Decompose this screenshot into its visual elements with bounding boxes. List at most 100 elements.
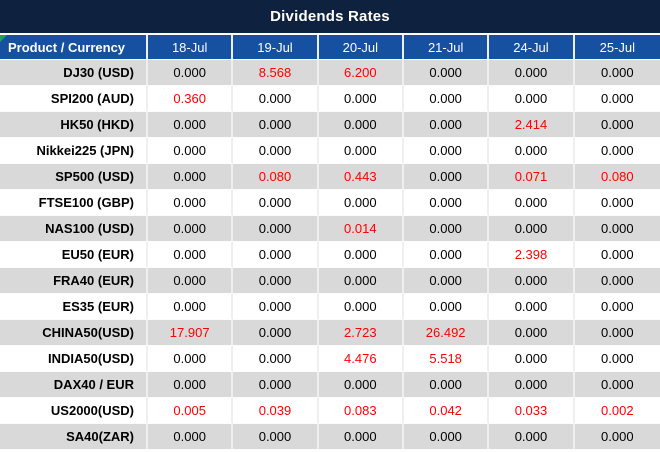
value-cell: 0.000 — [148, 164, 234, 190]
table-row: SP500 (USD) 0.000 0.080 0.443 0.000 0.071 0.08… — [0, 164, 660, 190]
date-column-header: 19-Jul — [233, 35, 319, 60]
value-cell: 0.000 — [233, 372, 319, 398]
value-cell: 0.000 — [148, 372, 234, 398]
value-cell: 0.000 — [574, 268, 660, 294]
table-row: HK50 (HKD) 0.000 0.000 0.000 0.000 2.414 0.000 — [0, 112, 660, 138]
value-cell: 0.000 — [148, 190, 234, 216]
value-cell: 0.000 — [489, 60, 575, 86]
value-cell: 0.071 — [489, 164, 575, 190]
value-cell: 17.907 — [148, 320, 234, 346]
value-cell: 0.014 — [318, 216, 404, 242]
product-cell: INDIA50(USD) — [0, 346, 148, 372]
product-cell: SA40(ZAR) — [0, 424, 148, 450]
table-row: DJ30 (USD) 0.000 8.568 6.200 0.000 0.000 0.000 — [0, 60, 660, 86]
value-cell: 0.000 — [233, 138, 319, 164]
value-cell: 8.568 — [233, 60, 319, 86]
value-cell: 0.000 — [148, 346, 234, 372]
value-cell: 0.000 — [318, 268, 404, 294]
table-row: DAX40 / EUR 0.000 0.000 0.000 0.000 0.000 0.00… — [0, 372, 660, 398]
value-cell: 0.000 — [318, 112, 404, 138]
value-cell: 0.000 — [574, 372, 660, 398]
value-cell: 0.000 — [489, 320, 575, 346]
value-cell: 0.000 — [233, 294, 319, 320]
table-row: ES35 (EUR) 0.000 0.000 0.000 0.000 0.000 0.000 — [0, 294, 660, 320]
table-row: US2000(USD) 0.005 0.039 0.083 0.042 0.033 0.00… — [0, 398, 660, 424]
product-cell: FTSE100 (GBP) — [0, 190, 148, 216]
table-row: SPI200 (AUD) 0.360 0.000 0.000 0.000 0.000 0.0… — [0, 86, 660, 112]
value-cell: 0.000 — [489, 268, 575, 294]
value-cell: 2.723 — [318, 320, 404, 346]
value-cell: 0.000 — [574, 216, 660, 242]
value-cell: 0.000 — [318, 372, 404, 398]
value-cell: 0.039 — [233, 398, 319, 424]
product-cell: SP500 (USD) — [0, 164, 148, 190]
product-cell: SPI200 (AUD) — [0, 86, 148, 112]
value-cell: 0.443 — [318, 164, 404, 190]
value-cell: 0.000 — [403, 86, 490, 112]
table-row: CHINA50(USD) 17.907 0.000 2.723 26.492 0.000 0… — [0, 320, 660, 346]
value-cell: 0.000 — [403, 216, 490, 242]
value-cell: 0.000 — [318, 86, 404, 112]
value-cell: 6.200 — [318, 60, 404, 86]
value-cell: 0.000 — [233, 112, 319, 138]
table-row: INDIA50(USD) 0.000 0.000 4.476 5.518 0.000 0.0… — [0, 346, 660, 372]
value-cell: 0.000 — [318, 424, 404, 450]
value-cell: 0.000 — [489, 86, 575, 112]
date-column-header: 25-Jul — [574, 35, 660, 60]
value-cell: 0.000 — [403, 242, 490, 268]
product-cell: ES35 (EUR) — [0, 294, 148, 320]
dividends-table: Product / Currency 18-Jul 19-Jul 20-Jul 21-… — [0, 35, 660, 450]
value-cell: 0.000 — [148, 60, 234, 86]
title-bar: Dividends Rates — [0, 0, 660, 33]
value-cell: 0.000 — [574, 424, 660, 450]
value-cell: 0.000 — [148, 112, 234, 138]
corner-marker-icon — [0, 35, 7, 42]
page-title: Dividends Rates — [270, 8, 390, 25]
value-cell: 0.000 — [148, 138, 234, 164]
value-cell: 0.000 — [489, 216, 575, 242]
value-cell: 0.000 — [574, 242, 660, 268]
table-row: Nikkei225 (JPN) 0.000 0.000 0.000 0.000 0.000… — [0, 138, 660, 164]
value-cell: 0.002 — [574, 398, 660, 424]
value-cell: 0.000 — [574, 320, 660, 346]
value-cell: 0.000 — [148, 424, 234, 450]
table-row: EU50 (EUR) 0.000 0.000 0.000 0.000 2.398 0.000 — [0, 242, 660, 268]
value-cell: 0.033 — [489, 398, 575, 424]
value-cell: 0.000 — [233, 424, 319, 450]
value-cell: 0.000 — [574, 112, 660, 138]
date-column-header: 21-Jul — [403, 35, 490, 60]
value-cell: 0.000 — [403, 372, 490, 398]
value-cell: 0.000 — [233, 190, 319, 216]
value-cell: 0.000 — [148, 294, 234, 320]
table-body: DJ30 (USD) 0.000 8.568 6.200 0.000 0.000 0.000… — [0, 60, 660, 450]
value-cell: 0.000 — [574, 294, 660, 320]
value-cell: 0.000 — [489, 190, 575, 216]
value-cell: 0.000 — [403, 424, 490, 450]
value-cell: 0.000 — [318, 138, 404, 164]
value-cell: 0.000 — [489, 346, 575, 372]
value-cell: 0.000 — [148, 242, 234, 268]
value-cell: 0.000 — [574, 346, 660, 372]
value-cell: 0.000 — [489, 372, 575, 398]
product-cell: DAX40 / EUR — [0, 372, 148, 398]
product-cell: US2000(USD) — [0, 398, 148, 424]
table-row: SA40(ZAR) 0.000 0.000 0.000 0.000 0.000 0.000 — [0, 424, 660, 450]
value-cell: 0.000 — [233, 86, 319, 112]
value-cell: 0.000 — [403, 294, 490, 320]
value-cell: 0.000 — [403, 268, 490, 294]
value-cell: 0.000 — [233, 242, 319, 268]
value-cell: 0.000 — [574, 86, 660, 112]
value-cell: 0.000 — [318, 242, 404, 268]
value-cell: 0.000 — [574, 138, 660, 164]
product-currency-header-label: Product / Currency — [8, 39, 126, 55]
value-cell: 0.000 — [403, 190, 490, 216]
value-cell: 0.042 — [403, 398, 490, 424]
date-column-header: 18-Jul — [148, 35, 234, 60]
value-cell: 4.476 — [318, 346, 404, 372]
product-cell: CHINA50(USD) — [0, 320, 148, 346]
value-cell: 0.000 — [318, 190, 404, 216]
date-column-header: 24-Jul — [489, 35, 575, 60]
value-cell: 5.518 — [403, 346, 490, 372]
value-cell: 0.000 — [403, 60, 490, 86]
